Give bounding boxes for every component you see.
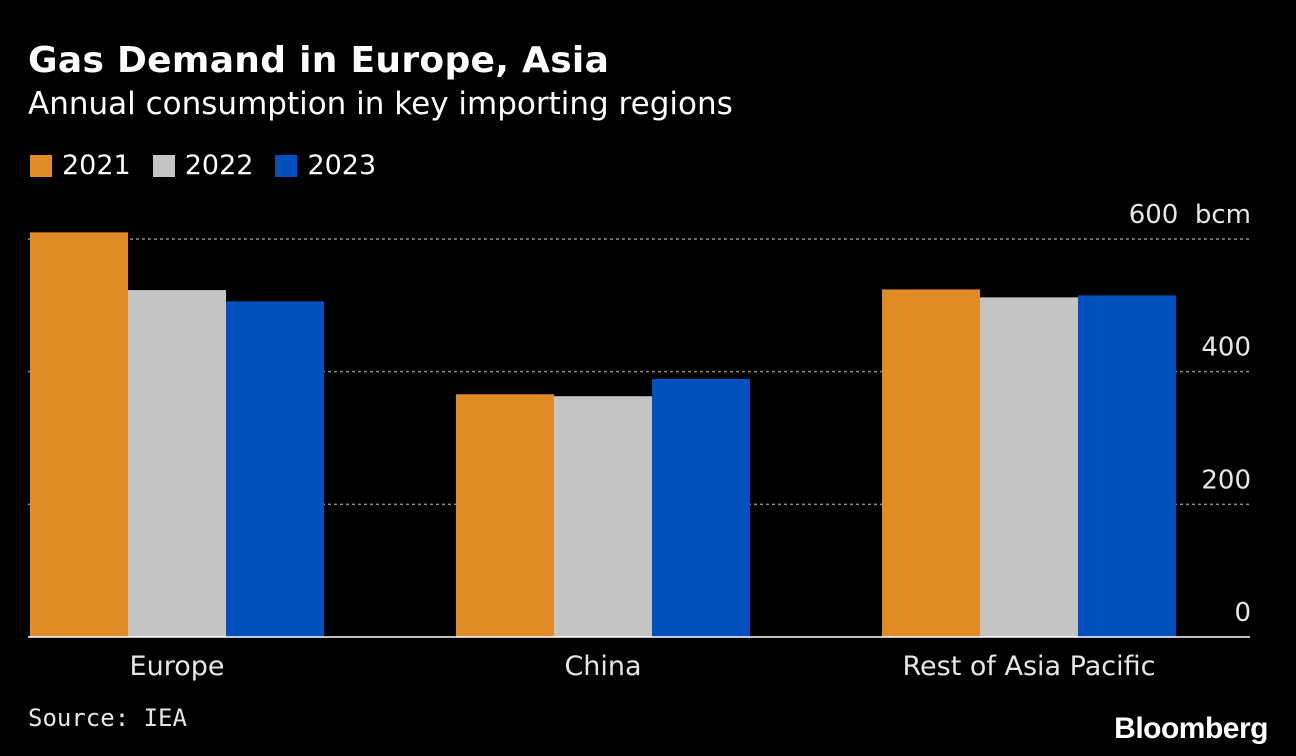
bar-china-2023 [652, 378, 750, 637]
bloomberg-logo: Bloomberg [1114, 712, 1268, 745]
chart-subtitle: Annual consumption in key importing regi… [28, 86, 733, 122]
y-tick-label: 600 bcm [1129, 200, 1251, 230]
legend-label-2022: 2022 [184, 150, 254, 181]
y-tick-label: 200 [1201, 465, 1251, 495]
y-tick-label: 400 [1201, 333, 1251, 363]
source-note: Source: IEA [28, 704, 187, 732]
x-tick-label: Rest of Asia Pacific [903, 651, 1156, 682]
legend-swatch-2022 [152, 154, 175, 177]
x-tick-label: China [564, 651, 641, 682]
bar-europe-2021 [30, 232, 128, 637]
bar-rest-of-asia-pacific-2023 [1078, 295, 1176, 637]
legend-label-2021: 2021 [62, 150, 131, 181]
legend-item-2023: 2023 [275, 150, 376, 181]
chart-title: Gas Demand in Europe, Asia [28, 40, 610, 81]
bar-rest-of-asia-pacific-2021 [882, 289, 980, 637]
bar-europe-2022 [128, 290, 226, 637]
y-tick-label: 0 [1234, 598, 1251, 628]
legend-swatch-2021 [30, 154, 52, 177]
legend-item-2022: 2022 [152, 150, 254, 181]
legend-swatch-2023 [275, 154, 298, 177]
legend: 2021 2022 2023 [30, 150, 398, 181]
bar-china-2021 [456, 394, 554, 637]
bar-europe-2023 [226, 301, 324, 637]
bar-china-2022 [554, 396, 652, 637]
bar-rest-of-asia-pacific-2022 [980, 297, 1078, 637]
legend-label-2023: 2023 [307, 150, 377, 181]
x-tick-label: Europe [130, 651, 225, 682]
legend-item-2021: 2021 [30, 150, 131, 181]
